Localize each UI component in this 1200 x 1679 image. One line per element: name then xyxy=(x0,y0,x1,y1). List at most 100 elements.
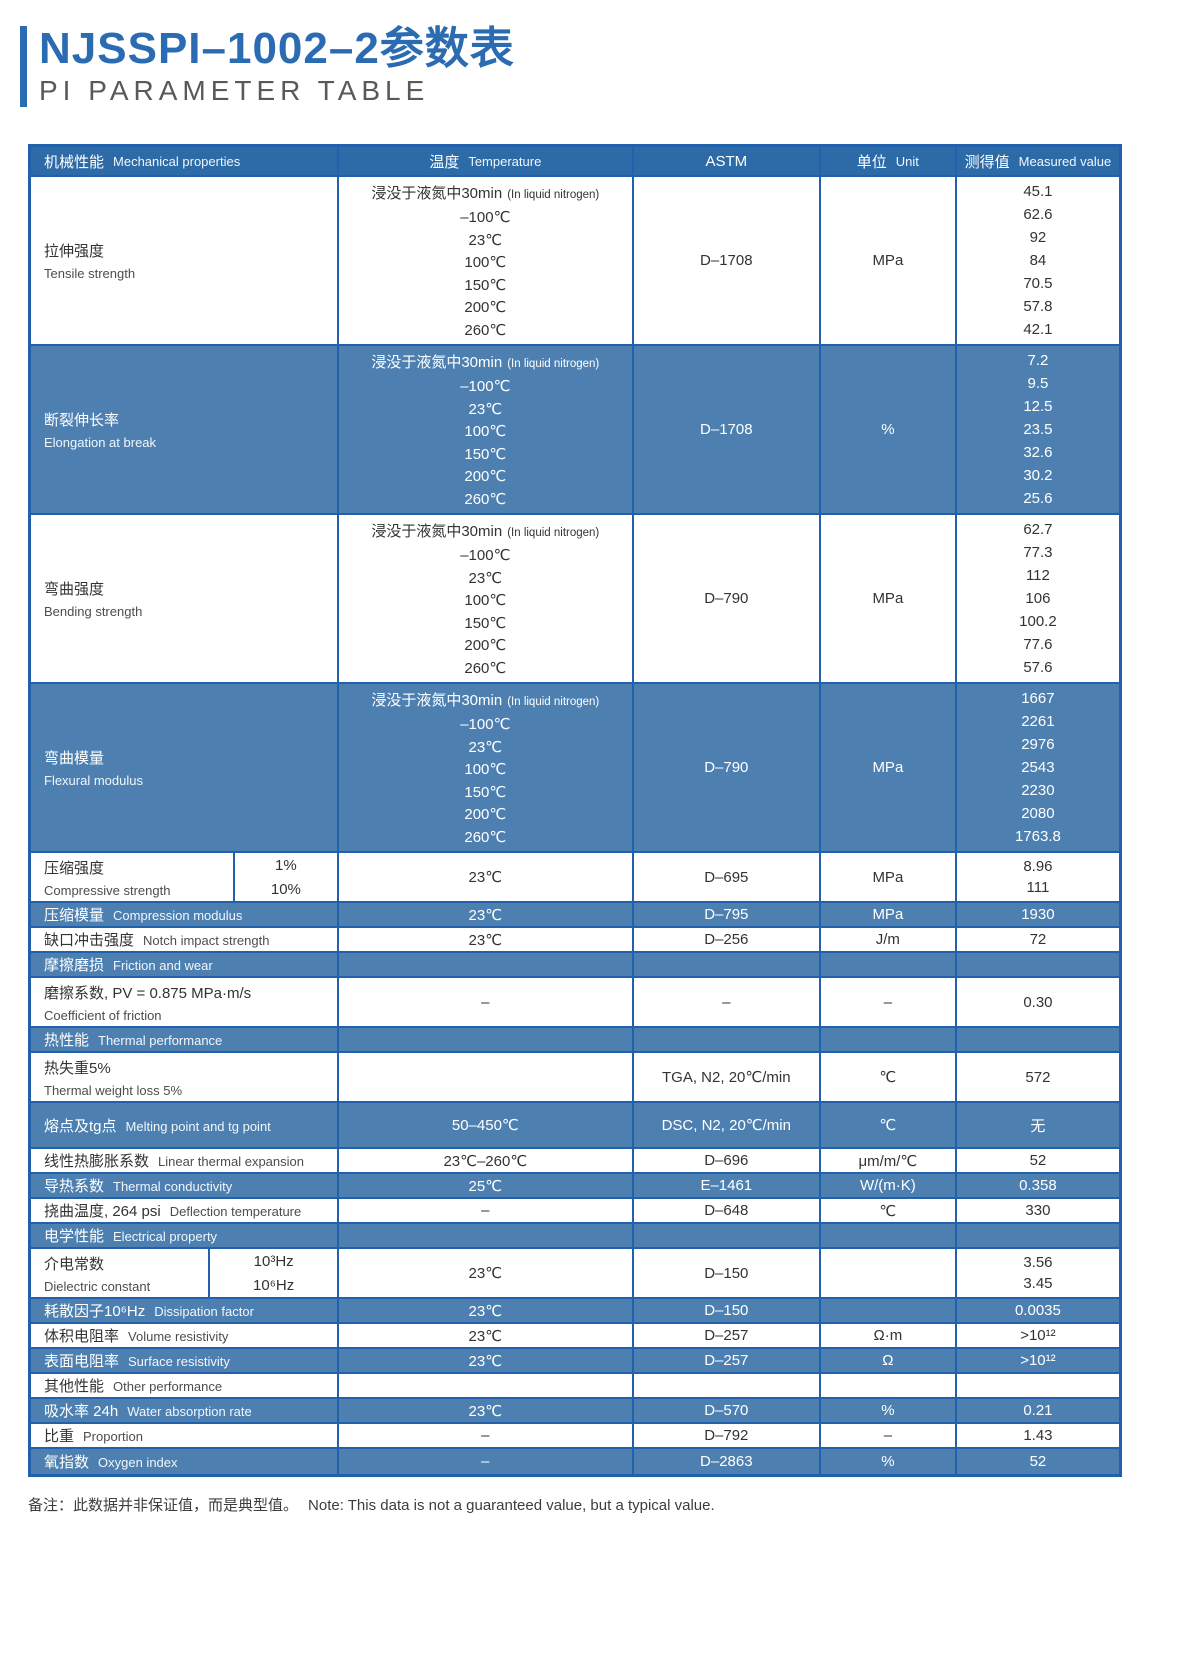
temperature-value: 200℃ xyxy=(464,299,507,317)
property-zh: 弯曲模量 xyxy=(44,750,105,768)
doc-header: NJSSPI–1002–2参数表 PI PARAMETER TABLE xyxy=(20,25,1200,108)
sub-condition: 10³Hz xyxy=(253,1252,294,1270)
property-en: Surface resistivity xyxy=(128,1354,230,1370)
temperature-value: 100℃ xyxy=(464,761,507,779)
table-row-linear-thermal-expansion: 线性热膨胀系数 Linear thermal expansion 23℃–260℃ D… xyxy=(31,1149,1119,1175)
unit-cell: J/m xyxy=(821,928,957,952)
astm-value: D–150 xyxy=(704,1264,749,1282)
temperature-cell: 23℃ xyxy=(339,1249,634,1298)
property-en: Thermal performance xyxy=(98,1033,223,1049)
measured-value: 0.358 xyxy=(1019,1177,1057,1195)
astm-cell: D–1708 xyxy=(634,177,821,345)
unit-value: ℃ xyxy=(879,1117,897,1135)
measured-value: 1930 xyxy=(1021,906,1055,924)
property-label: 磨擦系数, PV = 0.875 MPa·m/s Coefficient of f… xyxy=(31,982,337,1023)
property-en: Oxygen index xyxy=(98,1455,178,1471)
measured-value: 25.6 xyxy=(1023,490,1053,508)
measured-value: 12.5 xyxy=(1023,398,1053,416)
property-label: 挠曲温度, 264 psi Deflection temperature xyxy=(31,1200,337,1221)
property-cell: 介电常数 Dielectric constant 10³Hz 10⁶Hz xyxy=(31,1249,339,1298)
measured-value: 无 xyxy=(1030,1117,1046,1135)
unit-cell xyxy=(821,1224,957,1248)
table-row-dissipation-factor: 耗散因子10⁶Hz Dissipation factor 23℃ D–150 0.003… xyxy=(31,1299,1119,1325)
property-label: 摩擦磨损 Friction and wear xyxy=(31,954,337,975)
temperature-value: –100℃ xyxy=(460,547,511,565)
unit-value: – xyxy=(883,993,893,1011)
temperature-value: 260℃ xyxy=(464,321,507,339)
unit-cell: MPa xyxy=(821,853,957,902)
measured-value-cell: 72 xyxy=(957,928,1119,951)
table-row-oxygen-index: 氧指数 Oxygen index – D–2863% 52 xyxy=(31,1449,1119,1475)
header-en: Unit xyxy=(895,153,919,169)
header-zh: ASTM xyxy=(705,152,748,170)
header-measured-value: 测得值 Measured value xyxy=(957,147,1119,175)
property-zh: 电学性能 xyxy=(44,1228,105,1246)
astm-value: D–1708 xyxy=(700,421,753,439)
temperature-cell: 浸没于液氮中30min (In liquid nitrogen) –100℃ 23℃ 1… xyxy=(339,177,634,345)
temperature-line: 23℃ xyxy=(339,569,632,587)
astm-cell: D–795 xyxy=(634,903,821,927)
table-row-tensile-strength: 拉伸强度 Tensile strength 浸没于液氮中30min (In liqui… xyxy=(31,177,1119,347)
measured-value: 3.45 xyxy=(1023,1275,1053,1293)
unit-cell: MPa xyxy=(821,903,957,927)
table-row-surface-resistivity: 表面电阻率 Surface resistivity 23℃ D–257 Ω >10¹² xyxy=(31,1349,1119,1375)
measured-value: >10¹² xyxy=(1020,1352,1056,1370)
measured-value: 70.5 xyxy=(1023,275,1053,293)
measured-value-cell: 0.0035 xyxy=(957,1299,1119,1322)
temperature-value: 25℃ xyxy=(468,1177,503,1195)
measured-value: 8.96 xyxy=(1023,858,1053,876)
property-en: Electrical property xyxy=(113,1229,218,1245)
unit-value: – xyxy=(883,1427,893,1445)
measured-value: 52 xyxy=(1029,1152,1047,1170)
temperature-cell xyxy=(339,1374,634,1398)
temperature-line: 100℃ xyxy=(339,253,632,271)
temperature-value: 50–450℃ xyxy=(451,1117,519,1135)
property-en: Flexural modulus xyxy=(44,773,143,789)
temperature-line: 200℃ xyxy=(339,298,632,316)
temperature-cell: 23℃ xyxy=(339,1324,634,1348)
astm-value: D–150 xyxy=(704,1302,749,1320)
property-cell: 弯曲强度 Bending strength xyxy=(31,515,339,683)
astm-value: DSC, N2, 20℃/min xyxy=(661,1117,791,1135)
measured-value: >10¹² xyxy=(1020,1327,1056,1345)
unit-value: Ω·m xyxy=(873,1327,903,1345)
temperature-cell xyxy=(339,1224,634,1248)
header-temperature: 温度 Temperature xyxy=(339,147,634,176)
property-en: Dissipation factor xyxy=(154,1304,254,1320)
measured-value: 57.6 xyxy=(1023,659,1053,677)
measured-value: 1763.8 xyxy=(1014,828,1061,846)
table-row-deflection-temperature: 挠曲温度, 264 psi Deflection temperature – D–64… xyxy=(31,1199,1119,1225)
temperature-cell: 浸没于液氮中30min (In liquid nitrogen) –100℃ 23℃ 1… xyxy=(339,346,634,514)
property-en: Compressive strength xyxy=(44,882,171,898)
table-row-thermal-weight-loss: 热失重5% Thermal weight loss 5% TGA, N2, 20℃/… xyxy=(31,1053,1119,1104)
sub-condition-column: 10³Hz 10⁶Hz xyxy=(208,1249,336,1298)
measured-value: 45.1 xyxy=(1023,183,1053,201)
property-cell: 比重 Proportion xyxy=(31,1424,339,1448)
measured-value: 62.7 xyxy=(1023,521,1053,539)
temperature-cell: 浸没于液氮中30min (In liquid nitrogen) –100℃ 23℃ 1… xyxy=(339,684,634,852)
measured-value: 30.2 xyxy=(1023,467,1053,485)
astm-cell: D–570 xyxy=(634,1399,821,1423)
temperature-line: –100℃ xyxy=(339,546,632,564)
measured-value: 32.6 xyxy=(1023,444,1053,462)
astm-cell: D–256 xyxy=(634,928,821,952)
temperature-value: 23℃ xyxy=(468,931,503,949)
temperature-line: 23℃ xyxy=(339,400,632,418)
table-row-thermal-performance: 热性能 Thermal performance xyxy=(31,1028,1119,1054)
temperature-value: 23℃ xyxy=(468,1352,503,1370)
property-en: Notch impact strength xyxy=(143,933,270,949)
property-zh: 拉伸强度 xyxy=(44,243,105,261)
property-cell: 吸水率 24h Water absorption rate xyxy=(31,1399,339,1423)
temperature-line: 260℃ xyxy=(339,490,632,508)
temperature-value: 100℃ xyxy=(464,423,507,441)
header-en: Measured value xyxy=(1018,153,1112,169)
property-zh: 热性能 xyxy=(44,1032,90,1050)
unit-cell xyxy=(821,1299,957,1323)
property-en: Compression modulus xyxy=(113,908,243,924)
measured-value-cell: 8.96 111 xyxy=(957,853,1119,901)
property-cell: 热失重5% Thermal weight loss 5% xyxy=(31,1053,339,1102)
unit-value: % xyxy=(881,1402,895,1420)
temperature-line: 200℃ xyxy=(339,636,632,654)
temperature-value: 浸没于液氮中30min xyxy=(371,185,503,203)
property-cell: 断裂伸长率 Elongation at break xyxy=(31,346,339,514)
